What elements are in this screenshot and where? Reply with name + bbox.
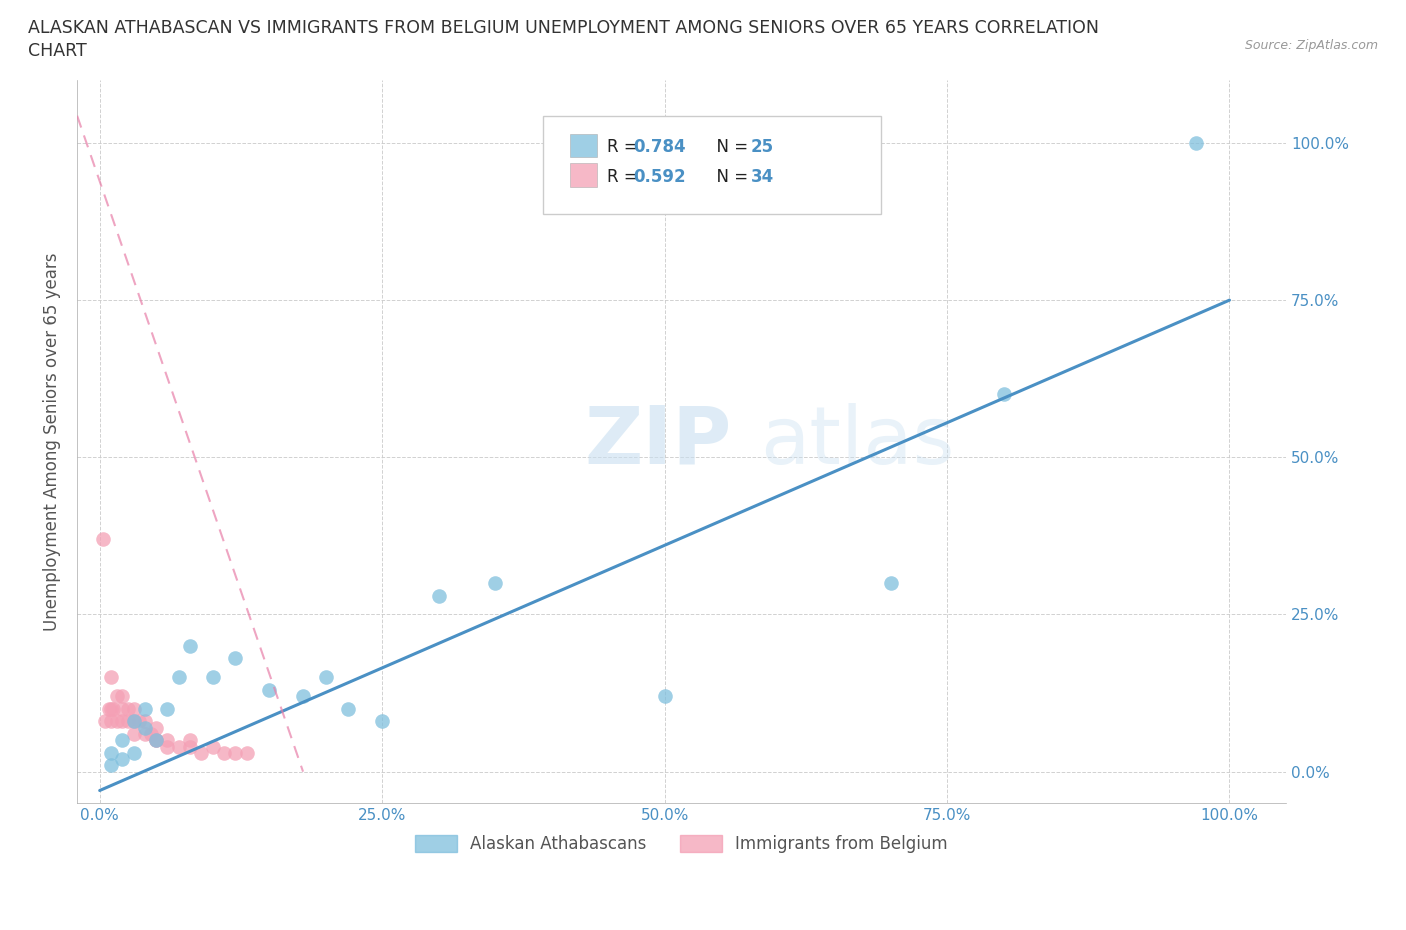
Point: [117, 714, 139, 729]
Text: atlas: atlas: [761, 403, 955, 481]
Point: [212, 745, 235, 760]
Point: [100, 701, 122, 716]
Point: [134, 701, 156, 716]
Point: [156, 733, 179, 748]
Point: [100, 745, 122, 760]
Point: [111, 701, 134, 716]
Point: [122, 714, 145, 729]
Point: [134, 714, 156, 729]
Point: [201, 739, 224, 754]
Point: [167, 670, 190, 684]
FancyBboxPatch shape: [571, 164, 598, 187]
Point: [235, 745, 257, 760]
Legend: Alaskan Athabascans, Immigrants from Belgium: Alaskan Athabascans, Immigrants from Bel…: [409, 829, 955, 860]
Point: [134, 720, 156, 735]
Text: N =: N =: [706, 168, 754, 186]
Text: 0.784: 0.784: [633, 138, 686, 156]
Point: [94, 714, 117, 729]
Point: [117, 701, 139, 716]
Point: [105, 714, 128, 729]
Point: [179, 639, 201, 654]
Point: [1184, 136, 1206, 151]
Point: [122, 714, 145, 729]
Point: [879, 576, 901, 591]
Point: [139, 726, 162, 741]
FancyBboxPatch shape: [543, 116, 882, 214]
Point: [134, 726, 156, 741]
Point: [100, 714, 122, 729]
Point: [257, 683, 280, 698]
Point: [97, 701, 120, 716]
Point: [145, 733, 167, 748]
Point: [156, 701, 179, 716]
Text: ALASKAN ATHABASCAN VS IMMIGRANTS FROM BELGIUM UNEMPLOYMENT AMONG SENIORS OVER 65: ALASKAN ATHABASCAN VS IMMIGRANTS FROM BE…: [28, 19, 1099, 36]
Point: [224, 745, 246, 760]
Point: [145, 733, 167, 748]
Text: Source: ZipAtlas.com: Source: ZipAtlas.com: [1244, 39, 1378, 52]
Point: [145, 720, 167, 735]
Text: R =: R =: [606, 168, 643, 186]
Point: [993, 387, 1015, 402]
Point: [111, 689, 134, 704]
Point: [167, 739, 190, 754]
Point: [122, 745, 145, 760]
FancyBboxPatch shape: [571, 134, 598, 157]
Point: [145, 733, 167, 748]
Point: [224, 651, 246, 666]
Text: CHART: CHART: [28, 42, 87, 60]
Point: [190, 745, 212, 760]
Point: [111, 733, 134, 748]
Point: [201, 670, 224, 684]
Point: [315, 670, 337, 684]
Text: 34: 34: [751, 168, 773, 186]
Text: R =: R =: [606, 138, 643, 156]
Point: [484, 576, 506, 591]
Text: N =: N =: [706, 138, 754, 156]
Text: 25: 25: [751, 138, 773, 156]
Point: [179, 733, 201, 748]
Point: [111, 751, 134, 766]
Point: [427, 588, 450, 603]
Point: [128, 714, 150, 729]
Y-axis label: Unemployment Among Seniors over 65 years: Unemployment Among Seniors over 65 years: [44, 252, 60, 631]
Point: [122, 726, 145, 741]
Point: [156, 739, 179, 754]
Point: [371, 714, 394, 729]
Text: ZIP: ZIP: [585, 403, 733, 481]
Point: [100, 670, 122, 684]
Point: [179, 739, 201, 754]
Point: [292, 689, 315, 704]
Point: [122, 701, 145, 716]
Point: [103, 701, 125, 716]
Point: [100, 758, 122, 773]
Point: [654, 689, 676, 704]
Point: [337, 701, 360, 716]
Point: [111, 714, 134, 729]
Text: 0.592: 0.592: [633, 168, 686, 186]
Point: [105, 689, 128, 704]
Point: [91, 532, 114, 547]
